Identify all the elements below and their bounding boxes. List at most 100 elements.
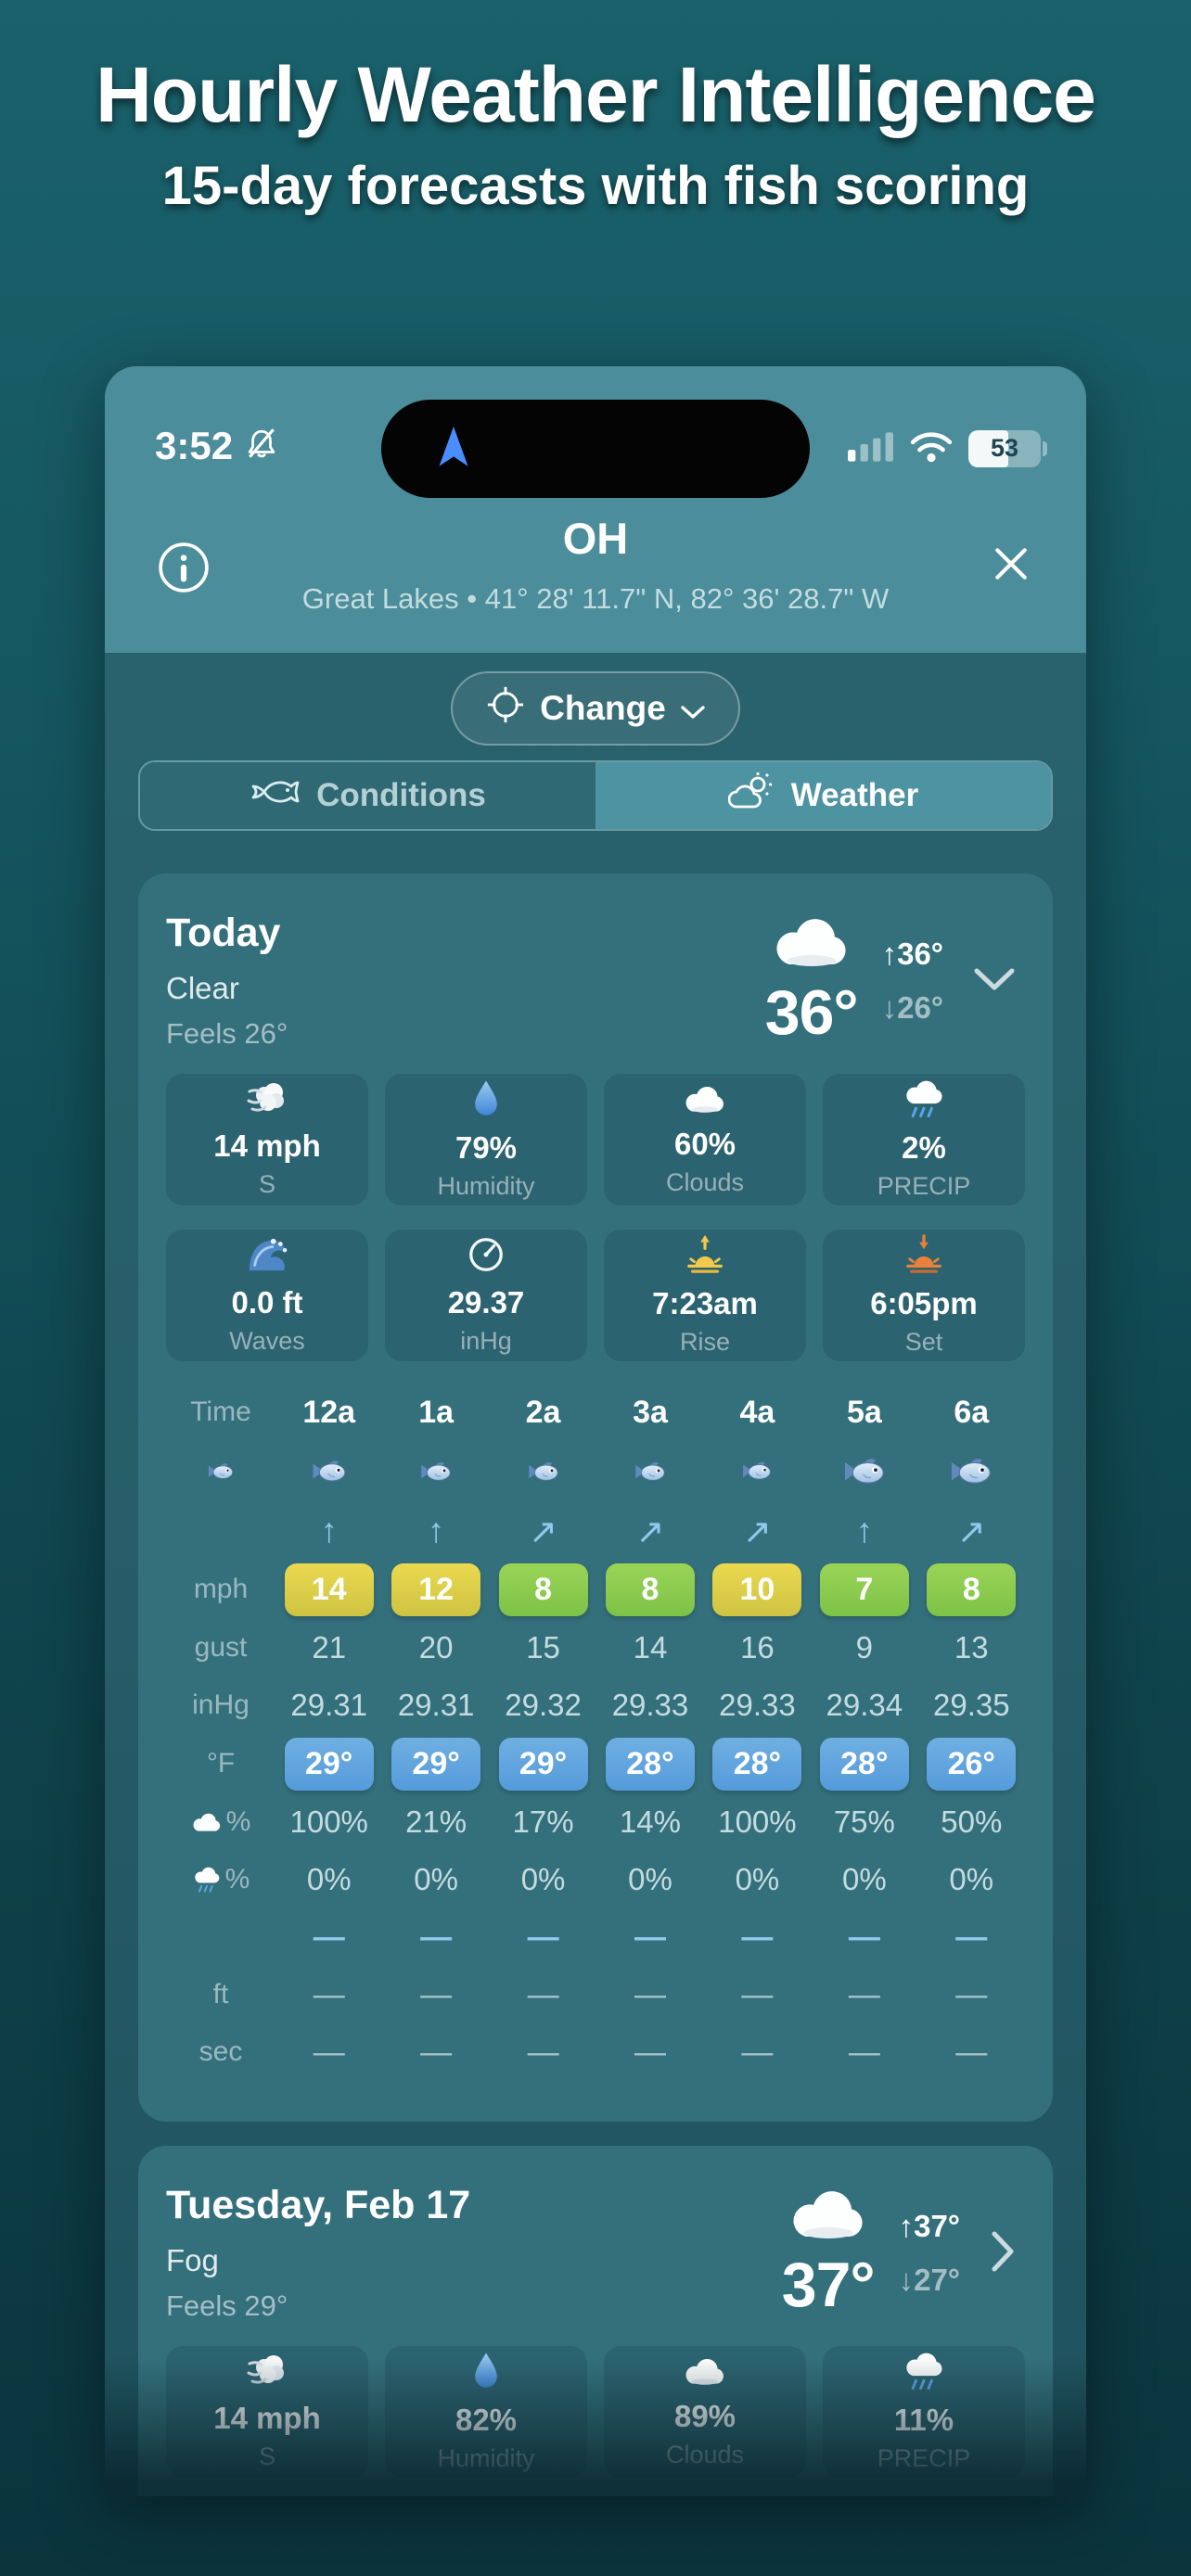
wind-speed-badge: 8: [605, 1562, 695, 1616]
tab-weather-label: Weather: [790, 777, 919, 813]
temp-badge: 26°: [927, 1737, 1017, 1791]
sunrise-tile: 7:23am Rise: [604, 1230, 806, 1361]
tab-conditions-label: Conditions: [316, 777, 486, 813]
close-button[interactable]: [992, 544, 1031, 586]
wind-direction-row: ↑ ↑ ↗ ↗ ↗ ↑ ↗: [166, 1502, 1025, 1560]
tile-label: Humidity: [437, 1172, 535, 1200]
pressure-row: inHg 29.31 29.31 29.32 29.33 29.33 29.34…: [166, 1677, 1025, 1734]
precip-pct-value: 0%: [949, 1862, 994, 1896]
day-feels-like: Feels 26°: [166, 1017, 288, 1050]
cloud-icon: [193, 1813, 220, 1831]
wind-direction-arrow: ↗: [956, 1511, 986, 1550]
status-bar: 3:52: [142, 390, 1049, 504]
gust-value: 14: [633, 1630, 668, 1664]
wind-icon: [246, 1080, 288, 1122]
cloud-icon: [788, 2185, 869, 2247]
temp-badge: 28°: [605, 1737, 695, 1791]
wave-dir-value: —: [527, 1919, 559, 1955]
wave-ft-value: —: [420, 1976, 453, 2012]
day-low: ↓27°: [898, 2262, 960, 2297]
tile-value: 60%: [673, 1127, 736, 1161]
gust-value: 9: [855, 1630, 874, 1664]
fish-outline-icon: [250, 773, 300, 819]
wave-icon: [246, 1235, 288, 1279]
tile-value: 82%: [455, 2403, 518, 2437]
phone-mockup: 3:52: [105, 366, 1086, 2496]
tuesday-card[interactable]: Tuesday, Feb 17 Fog Feels 29° 37° ↑37°: [138, 2146, 1053, 2496]
day-temp: 36°: [764, 977, 859, 1048]
change-location-button[interactable]: Change: [451, 671, 740, 746]
location-coordinates: Great Lakes • 41° 28' 11.7" N, 82° 36' 2…: [301, 582, 890, 615]
tuesday-card-header[interactable]: Tuesday, Feb 17 Fog Feels 29° 37° ↑37°: [166, 2183, 1025, 2339]
rain-icon: [903, 1078, 944, 1124]
tile-value: 14 mph: [213, 2401, 321, 2435]
wave-ft-value: —: [848, 1976, 880, 2012]
cloud-icon: [771, 912, 852, 975]
today-tiles: 14 mph S 79% Humidity 60% Clouds: [166, 1074, 1025, 1361]
row-label: gust: [194, 1632, 248, 1663]
tile-value: 6:05pm: [870, 1286, 978, 1320]
row-label: %: [166, 1864, 275, 1895]
wind-speed-badge: 14: [284, 1562, 374, 1616]
wind-direction-arrow: ↑: [855, 1511, 874, 1549]
pressure-value: 29.32: [505, 1688, 582, 1722]
wave-dir-value: —: [313, 1919, 345, 1955]
wind-speed-badge: 7: [819, 1562, 909, 1616]
sunset-tile: 6:05pm Set: [823, 1230, 1025, 1361]
chevron-down-icon: [681, 689, 705, 728]
tuesday-tiles: 14 mph S 82% Humidity 89% Clouds: [166, 2346, 1025, 2496]
gust-value: 16: [740, 1630, 775, 1664]
precip-tile: 11% PRECIP: [823, 2346, 1025, 2478]
wind-direction-arrow: ↗: [742, 1511, 772, 1550]
wave-dir-value: —: [848, 1919, 880, 1955]
day-low: ↓26°: [881, 989, 943, 1025]
battery-icon: 53: [968, 429, 1047, 467]
precip-pct-value: 0%: [306, 1862, 352, 1896]
sunrise-icon: [684, 1234, 726, 1280]
wave-sec-value: —: [527, 2034, 559, 2070]
battery-percent: 53: [990, 434, 1019, 462]
precip-pct-value: 0%: [414, 1862, 458, 1896]
pressure-value: 29.31: [290, 1688, 367, 1722]
fish-icon: [166, 1460, 275, 1482]
wind-direction-arrow: ↑: [427, 1511, 445, 1549]
wind-direction-arrow: ↑: [320, 1511, 338, 1549]
collapse-chevron-icon[interactable]: [967, 961, 1021, 1001]
sun-cloud-icon: [727, 772, 775, 821]
tab-conditions[interactable]: Conditions: [140, 762, 596, 829]
row-label: inHg: [192, 1690, 250, 1720]
cloud-pct-value: 75%: [833, 1804, 895, 1839]
tab-weather[interactable]: Weather: [596, 762, 1051, 829]
fish-icon: [490, 1459, 596, 1484]
cloud-cover-row: % 100% 21% 17% 14% 100% 75% 50%: [166, 1793, 1025, 1851]
wave-ft-value: —: [741, 1976, 774, 2012]
day-condition: Clear: [166, 971, 239, 1005]
clouds-tile: 89% Clouds: [604, 2346, 806, 2478]
signal-bars-icon: [848, 430, 894, 466]
pressure-value: 29.35: [932, 1688, 1010, 1722]
chevron-right-icon[interactable]: [984, 2225, 1021, 2281]
hour-label: 3a: [633, 1394, 668, 1430]
cloud-icon: [683, 2354, 727, 2392]
phone-header: 3:52: [105, 366, 1086, 653]
info-button[interactable]: [157, 541, 211, 597]
row-label: sec: [198, 2036, 243, 2067]
scroll-region[interactable]: Change Conditions Weather: [105, 653, 1086, 2496]
temp-badge: 28°: [712, 1737, 802, 1791]
rain-icon: [903, 2351, 944, 2396]
row-label: %: [166, 1806, 275, 1838]
day-high: ↑36°: [881, 936, 943, 971]
temp-badge: 29°: [498, 1737, 588, 1791]
tile-value: 2%: [902, 1130, 946, 1165]
fish-score-row: [166, 1439, 1025, 1502]
wave-sec-value: —: [634, 2034, 666, 2070]
location-header: OH Great Lakes • 41° 28' 11.7" N, 82° 36…: [142, 513, 1049, 616]
droplet-icon: [470, 1078, 502, 1124]
tile-label: Waves: [229, 1327, 305, 1355]
today-card-header[interactable]: Today Clear Feels 26° 36° ↑36°: [166, 911, 1025, 1066]
day-high: ↑37°: [898, 2208, 960, 2243]
wave-dir-value: —: [955, 1919, 988, 1955]
gauge-icon: [467, 1235, 506, 1279]
gust-value: 21: [312, 1630, 347, 1664]
